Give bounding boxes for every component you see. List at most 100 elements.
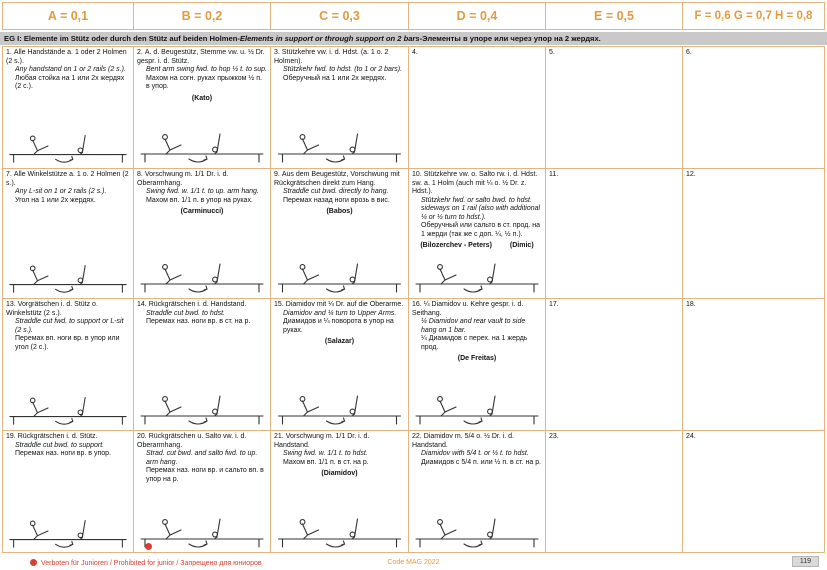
difficulty-e: E = 0,5	[546, 3, 683, 29]
element-name: (Diamidov)	[321, 470, 358, 478]
stick-figure-drawing-icon	[140, 518, 264, 548]
element-cell: 2. A. d. Beugestütz, Stemme vw. u. ½ Dr. …	[134, 46, 271, 168]
element-number: 23.	[549, 433, 559, 440]
element-illustration	[137, 386, 267, 428]
element-description-en: Stützkehr fwd. or salto bwd. to hdst. si…	[421, 196, 541, 221]
element-group-band: EG I: Elemente im Stütz oder durch den S…	[0, 32, 827, 45]
element-description-en: Any L-sit on 1 or 2 rails (2 s.).	[15, 188, 107, 196]
element-text-de: A. d. Beugestütz, Stemme vw. u. ½ Dr. ge…	[137, 49, 265, 65]
element-description-de: 5.	[549, 49, 679, 58]
stick-figure-drawing-icon	[415, 518, 539, 548]
element-cell: 14. Rückgrätschen i. d. Handstand. Stradd…	[134, 298, 271, 430]
element-number: 6.	[686, 49, 692, 56]
element-number: 21.	[274, 433, 284, 440]
element-cell: 23.	[546, 430, 683, 553]
element-group-label: EG I:	[4, 34, 22, 43]
prohibited-dot-icon	[30, 559, 37, 566]
element-number: 19.	[6, 433, 16, 440]
element-name: (De Freitas)	[457, 355, 497, 363]
element-description-de: 23.	[549, 433, 679, 442]
element-illustration	[412, 509, 542, 551]
element-cell: 19. Rückgrätschen i. d. Stütz. Straddle c…	[3, 430, 134, 553]
element-description-en: ¼ Diamidov and rear vault to side hang o…	[421, 318, 526, 334]
element-description-de: 14. Rückgrätschen i. d. Handstand.	[137, 301, 267, 310]
element-description-de: 22. Diamidov m. 5/4 o. ½ Dr. i. d. Handst…	[412, 433, 542, 450]
band-separator: -	[237, 34, 240, 43]
stick-figure-drawing-icon	[9, 519, 127, 548]
element-illustration	[6, 124, 130, 166]
element-name: (Babos)	[326, 208, 353, 216]
element-group-title-de: Elemente im Stütz oder durch den Stütz a…	[23, 34, 238, 43]
element-number: 12.	[686, 171, 696, 178]
element-description-en: Diamidov with 5/4 t. or ½ t. to hdst.	[421, 450, 529, 458]
element-number: 17.	[549, 301, 559, 308]
element-text-de: Rückgrätschen u. Salto vw. i. d. Oberarm…	[137, 433, 247, 449]
element-description-en: Bent arm swing fwd. to hop ½ t. to sup.	[146, 66, 268, 74]
element-illustration	[274, 254, 405, 296]
element-description-de: 12.	[686, 171, 821, 180]
element-description-de: 24.	[686, 433, 821, 442]
element-cell: 9. Aus dem Beugestütz, Vorschwung mit Rüc…	[271, 168, 409, 298]
element-number: 13.	[6, 301, 16, 308]
element-description-ru: Оберучный или сальто в ст. прод. на 1 же…	[421, 222, 541, 238]
element-cell: 17.	[546, 298, 683, 430]
element-text-de: Vorschwung m. 1/1 Dr. i. d. Handstand.	[274, 433, 370, 449]
element-cell: 1. Alle Handstände a. 1 oder 2 Holmen (2 …	[3, 46, 134, 168]
element-description-ru: Перемах наз. ноги вр. в упор.	[15, 450, 111, 458]
element-text-de: Rückgrätschen i. d. Stütz.	[17, 433, 98, 440]
element-number: 22.	[412, 433, 422, 440]
element-description-de: 10. Stützkehre vw. o. Salto rw. i. d. Hds…	[412, 171, 542, 197]
element-illustration	[274, 509, 405, 551]
element-description-de: 21. Vorschwung m. 1/1 Dr. i. d. Handstand…	[274, 433, 405, 450]
element-illustration	[137, 254, 267, 296]
difficulty-c: C = 0,3	[271, 3, 409, 29]
element-cell: 3. Stützkehre vw. i. d. Hdst. (a. 1 o. 2 …	[271, 46, 409, 168]
element-description-de: 13. Vorgrätschen i. d. Stütz o. Winkelstü…	[6, 301, 130, 318]
element-text-de: Diamidov m. 5/4 o. ½ Dr. i. d. Handstand…	[412, 433, 514, 449]
element-cell: 15. Diamidov mit ¼ Dr. auf die Oberarme. …	[271, 298, 409, 430]
element-illustration	[274, 386, 405, 428]
element-cell: 6.	[683, 46, 824, 168]
element-text-de: Aus dem Beugestütz, Vorschwung mit Rückg…	[274, 171, 400, 187]
element-cell: 7. Alle Winkelstütze a. 1 o. 2 Holmen (2 …	[3, 168, 134, 298]
element-number: 9.	[274, 171, 280, 178]
element-description-en: Any handstand on 1 or 2 rails (2 s.).	[15, 66, 126, 74]
element-number: 16.	[412, 301, 422, 308]
element-number: 1.	[6, 49, 12, 56]
element-cell: 4.	[409, 46, 546, 168]
element-illustration	[412, 254, 542, 296]
element-number: 15.	[274, 301, 284, 308]
element-cell: 12.	[683, 168, 824, 298]
difficulty-b: B = 0,2	[134, 3, 271, 29]
element-text-de: Rückgrätschen i. d. Handstand.	[148, 301, 247, 308]
element-text-de: Diamidov mit ¼ Dr. auf die Oberarme.	[285, 301, 404, 308]
element-names: (Bilozerchev - Peters) (Dimic)	[412, 242, 542, 251]
element-illustration	[274, 124, 405, 166]
element-number: 5.	[549, 49, 555, 56]
element-description-ru: Перемах наз. ноги вр. и сальто вп. в упо…	[146, 467, 264, 483]
element-group-title-en: Elements in support or through support o…	[239, 34, 420, 43]
element-cell: 22. Diamidov m. 5/4 o. ½ Dr. i. d. Handst…	[409, 430, 546, 553]
element-description-de: 3. Stützkehre vw. i. d. Hdst. (a. 1 o. 2 …	[274, 49, 405, 66]
element-description-en: Straddle cut bwd. directly to hang.	[283, 188, 389, 196]
element-description-de: 7. Alle Winkelstütze a. 1 o. 2 Holmen (2 …	[6, 171, 130, 188]
element-cell: 16. ¼ Diamidov u. Kehre gespr. i. d. Seit…	[409, 298, 546, 430]
element-names: (Babos)	[274, 208, 405, 217]
difficulty-d: D = 0,4	[409, 3, 546, 29]
element-description-en: Straddle cut bwd. to hdst.	[146, 309, 225, 317]
element-names: (Diamidov)	[274, 470, 405, 479]
element-description-ru: Перемах назад ноги врозь в вис.	[283, 196, 390, 204]
element-description-en: Swing fwd. w. 1/1 t. to hdst.	[283, 450, 368, 458]
stick-figure-drawing-icon	[140, 263, 264, 293]
element-description-ru: Диамидов с 5/4 п. или ½ п. в ст. на р.	[421, 458, 542, 466]
element-number: 2.	[137, 49, 143, 56]
element-description-ru: Диамидов и ¼ поворота в упор на руках.	[283, 318, 394, 334]
element-description-de: 11.	[549, 171, 679, 180]
element-illustration	[6, 386, 130, 428]
element-number: 11.	[549, 171, 559, 178]
element-illustration	[137, 124, 267, 166]
element-description-de: 16. ¼ Diamidov u. Kehre gespr. i. d. Seit…	[412, 301, 542, 318]
element-description-de: 8. Vorschwung m. 1/1 Dr. i. d. Oberarmhan…	[137, 171, 267, 188]
page-number-badge: 119	[791, 556, 819, 567]
elements-grid: 1. Alle Handstände a. 1 oder 2 Holmen (2 …	[2, 46, 825, 553]
